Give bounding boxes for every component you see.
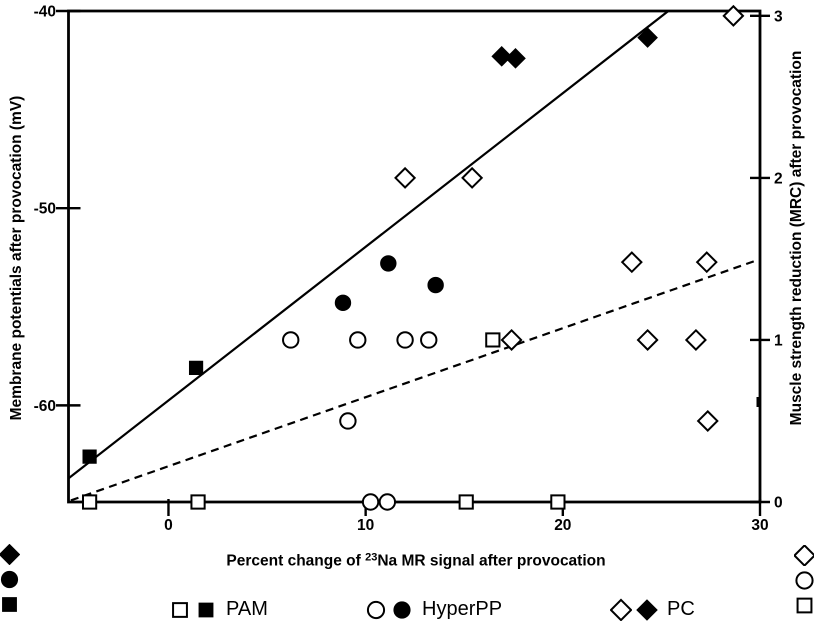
open-circle-marker (396, 331, 414, 349)
right-axis-artifact-mark (756, 397, 760, 407)
right-axis-title: Muscle strength reduction (MRC) after pr… (788, 50, 805, 426)
x-axis-title-prefix: Percent change of (226, 552, 366, 570)
open-square-marker (81, 494, 98, 510)
filled-square-marker (188, 360, 204, 376)
left-axis-tick-label: -40 (34, 4, 56, 21)
filled-diamond-marker (491, 46, 513, 67)
x-axis-tick-label: 20 (554, 517, 571, 534)
open-circle-marker (282, 331, 300, 349)
open-diamond-marker (620, 251, 643, 274)
plot-frame (67, 9, 762, 504)
filled-diamond-marker (0, 544, 20, 565)
open-square-marker (485, 332, 501, 348)
open-diamond-marker (636, 328, 659, 351)
open-diamond-marker (461, 166, 484, 189)
filled-square-marker (2, 597, 17, 612)
open-circle-marker (795, 571, 814, 590)
open-circle-marker (349, 331, 367, 349)
x-axis-tick-label: 30 (751, 517, 768, 534)
filled-diamond-margin-icon (0, 544, 20, 565)
open-square-margin-icon (796, 597, 813, 614)
open-circle-marker (339, 412, 357, 430)
open-diamond-marker (500, 328, 523, 351)
filled-diamond-marker (505, 48, 526, 69)
left-margin-symbol-stack (0, 544, 20, 615)
x-axis-tick-label: 10 (357, 517, 374, 534)
open-diamond-marker (684, 328, 707, 351)
open-diamond-marker (794, 545, 814, 566)
x-axis-tick-label: 0 (164, 517, 173, 534)
filled-square-margin-icon (2, 597, 17, 612)
open-circle-marker (420, 331, 438, 349)
right-axis-tick-label: 2 (774, 170, 783, 187)
right-margin-symbol-stack (794, 545, 814, 616)
left-axis-title: Membrane potentials after provocation (m… (8, 95, 25, 421)
filled-circle-marker (0, 570, 19, 589)
x-axis-title: Percent change of 23Na MR signal after p… (226, 552, 605, 571)
left-axis-tick-label: -50 (34, 201, 56, 218)
dashed-regression-line (70, 259, 757, 502)
left-axis-tick-label: -60 (34, 398, 56, 415)
filled-square-marker (82, 449, 97, 464)
solid-regression-line (67, 10, 669, 480)
filled-circle-marker (334, 294, 352, 311)
x-axis-title-suffix: Na MR signal after provocation (377, 552, 606, 570)
filled-diamond-marker (637, 27, 658, 48)
x-axis-title-superscript: 23 (365, 551, 378, 564)
right-axis-tick-label: 1 (774, 332, 783, 349)
open-square-marker (190, 494, 206, 510)
open-circle-marker (361, 493, 380, 511)
open-square-marker (550, 494, 566, 510)
open-square-marker (796, 597, 813, 614)
open-circle-marker (378, 493, 397, 511)
open-diamond-marker (722, 4, 745, 27)
open-circle-margin-icon (795, 571, 814, 590)
open-diamond-margin-icon (794, 545, 814, 566)
open-square-marker (458, 494, 474, 510)
right-axis-tick-label: 3 (774, 8, 783, 25)
filled-circle-marker (380, 255, 397, 272)
filled-circle-marker (427, 276, 444, 294)
filled-circle-margin-icon (0, 570, 19, 589)
open-diamond-marker (696, 409, 719, 432)
open-diamond-marker (695, 251, 718, 274)
right-axis-tick-label: 0 (774, 495, 783, 512)
open-diamond-marker (394, 166, 417, 189)
